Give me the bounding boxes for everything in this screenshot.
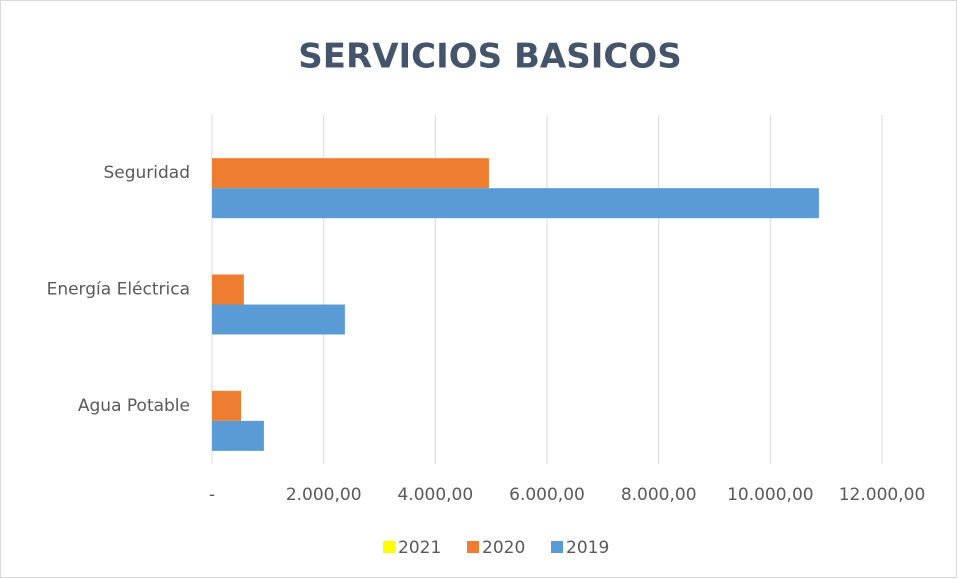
x-tick-label: 4.000,00 <box>397 485 473 505</box>
legend-label: 2020 <box>482 538 525 558</box>
bar <box>212 304 345 335</box>
x-tick-label: 8.000,00 <box>621 485 697 505</box>
y-tick-label: Seguridad <box>103 163 190 183</box>
bar <box>212 188 819 219</box>
legend-swatch <box>383 541 395 553</box>
x-tick-label: 6.000,00 <box>509 485 585 505</box>
x-tick-label: 2.000,00 <box>286 485 362 505</box>
x-tick-label: - <box>209 485 215 505</box>
x-tick-label: 10.000,00 <box>727 485 814 505</box>
legend-swatch <box>551 541 563 553</box>
bar <box>212 390 242 421</box>
bar <box>212 420 264 451</box>
x-tick-label: 12.000,00 <box>839 485 926 505</box>
y-tick-label: Agua Potable <box>78 396 190 416</box>
legend-label: 2021 <box>398 538 441 558</box>
legend-swatch <box>467 541 479 553</box>
chart-title: SERVICIOS BASICOS <box>298 37 681 77</box>
bar <box>212 274 244 305</box>
bar <box>212 158 489 189</box>
y-tick-label: Energía Eléctrica <box>47 280 190 300</box>
legend-label: 2019 <box>566 538 609 558</box>
